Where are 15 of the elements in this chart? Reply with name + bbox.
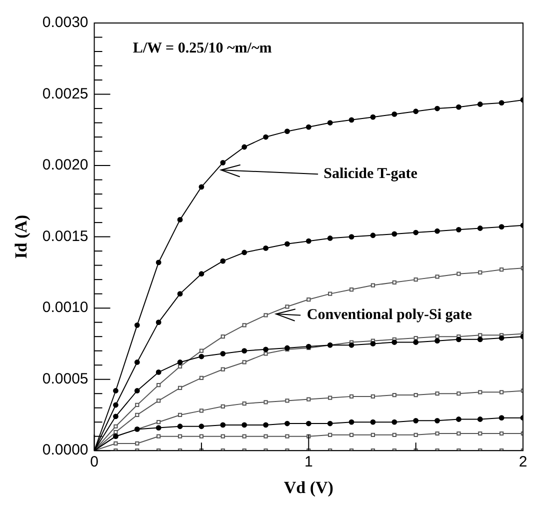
x-tick-label: 2 — [518, 454, 528, 471]
y-tick-label: 0.0025 — [42, 85, 88, 102]
x-tick-label: 0 — [90, 454, 98, 471]
annotation: Salicide T-gate — [324, 166, 418, 182]
y-tick-label: 0.0005 — [42, 370, 88, 388]
y-tick-label: 0.0000 — [42, 442, 88, 459]
annotation: L/W = 0.25/10 ~m/~m — [132, 40, 272, 57]
y-tick-label: 0.0020 — [42, 156, 88, 174]
annotation: Conventional poly-Si gate — [306, 306, 472, 323]
x-tick-label: 1 — [304, 454, 313, 471]
y-axis-title: Id (A) — [12, 214, 31, 259]
x-axis-title: Vd (V) — [284, 478, 334, 498]
y-tick-label: 0.0015 — [42, 228, 88, 245]
y-tick-label: 0.0030 — [42, 14, 88, 32]
y-tick-label: 0.0010 — [42, 299, 88, 316]
